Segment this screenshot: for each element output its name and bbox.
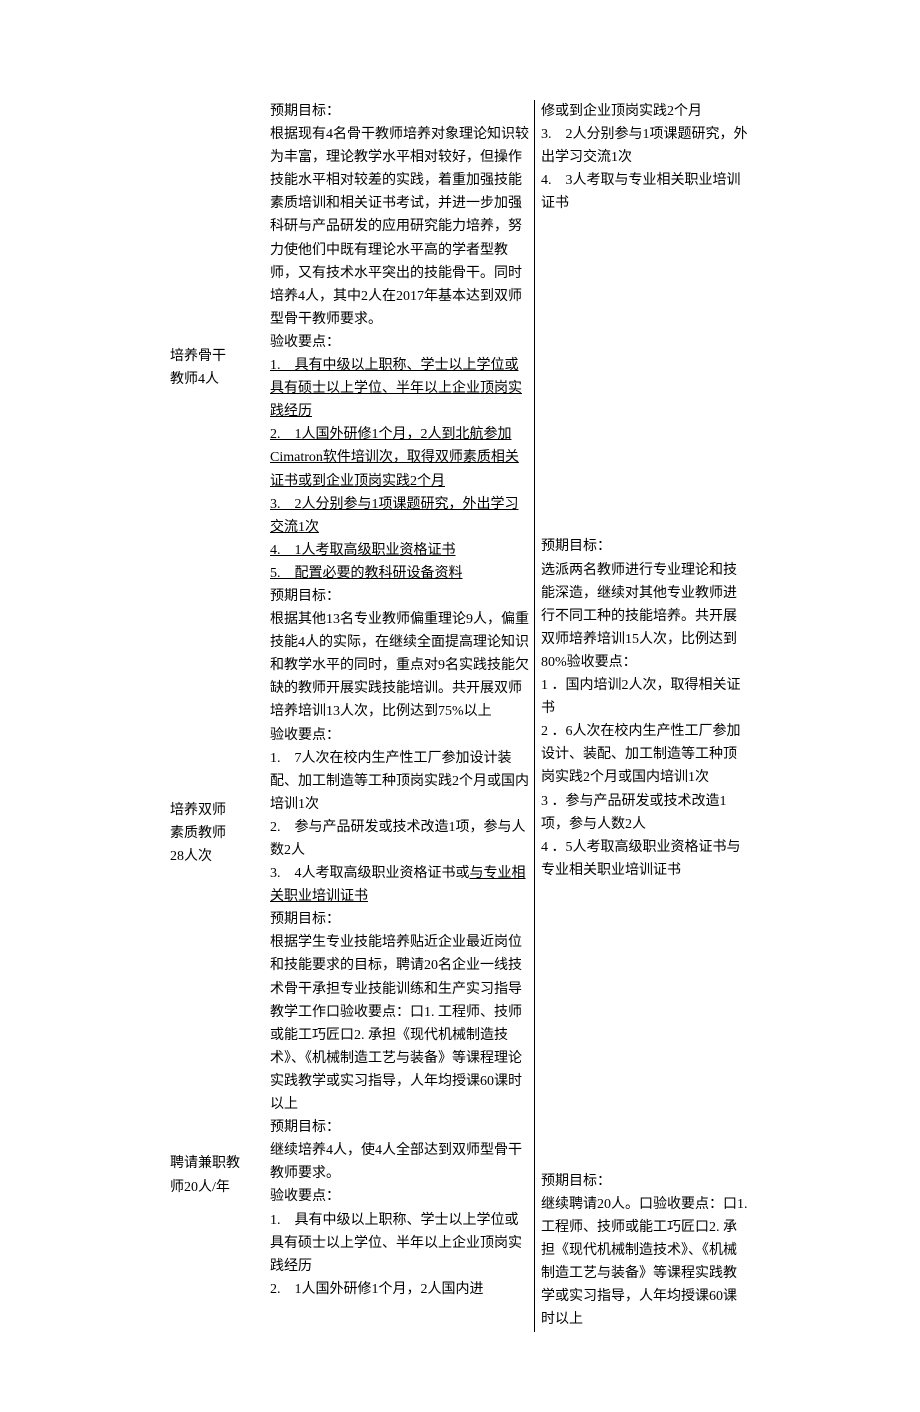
row-label-2: 培养双师 素质教师 28人次 xyxy=(170,799,264,868)
right-column: 修或到企业顶岗实践2个月 3. 2人分别参与1项课题研究，外出学习交流1次 4.… xyxy=(535,100,750,1332)
body-text: 根据其他13名专业教师偏重理论9人，偏重技能4人的实际，在继续全面提高理论知识和… xyxy=(270,608,530,723)
body-text-underline: 4. 1人考取高级职业资格证书 xyxy=(270,539,530,562)
body-text: 1. 7人次在校内生产性工厂参加设计装配、加工制造等工种顶岗实践2个月或国内培训… xyxy=(270,747,530,816)
body-text-underline: 5. 配置必要的教科研设备资料 xyxy=(270,562,530,585)
body-text: 1 ．国内培训2人次，取得相关证书 xyxy=(541,674,750,720)
body-text: 选派两名教师进行专业理论和技能深造，继续对其他专业教师进行不同工种的技能培养。共… xyxy=(541,559,750,674)
body-text: 验收要点： xyxy=(270,1185,530,1208)
row-label-3: 聘请兼职教 师20人/年 xyxy=(170,1152,264,1198)
body-text: 预期目标： xyxy=(270,585,530,608)
body-text: 3. 4人考取高级职业资格证书或与专业相关职业培训证书 xyxy=(270,862,530,908)
body-text: 预期目标： xyxy=(541,535,750,558)
body-text: 继续聘请20人。口验收要点：口1. 工程师、技师或能工巧匠口2. 承担《现代机械… xyxy=(541,1193,750,1332)
label-text: 28人次 xyxy=(170,845,264,868)
label-text: 培养双师 xyxy=(170,799,264,822)
body-text: 4. 3人考取与专业相关职业培训证书 xyxy=(541,169,750,215)
label-text: 师20人/年 xyxy=(170,1176,264,1199)
label-text: 教师4人 xyxy=(170,368,264,391)
body-text: 预期目标： xyxy=(270,1116,530,1139)
column-container: 培养骨干 教师4人 培养双师 素质教师 28人次 聘请兼职教 师20人/年 预期… xyxy=(170,100,750,1332)
body-text: 根据学生专业技能培养贴近企业最近岗位和技能要求的目标，聘请20名企业一线技术骨干… xyxy=(270,931,530,1116)
body-text: 验收要点： xyxy=(270,724,530,747)
middle-column: 预期目标： 根据现有4名骨干教师培养对象理论知识较为丰富，理论教学水平相对较好，… xyxy=(270,100,535,1332)
body-text-underline: 3. 2人分别参与1项课题研究，外出学习交流1次 xyxy=(270,493,530,539)
body-text: 3. 2人分别参与1项课题研究，外出学习交流1次 xyxy=(541,123,750,169)
body-text: 继续培养4人，使4人全部达到双师型骨干教师要求。 xyxy=(270,1139,530,1185)
body-text: 预期目标： xyxy=(541,1170,750,1193)
body-text-underline: 1. 具有中级以上职称、学士以上学位或具有硕士以上学位、半年以上企业顶岗实践经历 xyxy=(270,354,530,423)
body-text: 修或到企业顶岗实践2个月 xyxy=(541,100,750,123)
body-text: 2 ．6人次在校内生产性工厂参加设计、装配、加工制造等工种顶岗实践2个月或国内培… xyxy=(541,720,750,789)
body-text: 预期目标： xyxy=(270,908,530,931)
body-text-underline: 2. 1人国外研修1个月，2人到北航参加Cimatron软件培训次，取得双师素质… xyxy=(270,423,530,492)
body-text: 1. 具有中级以上职称、学士以上学位或具有硕士以上学位、半年以上企业顶岗实践经历 xyxy=(270,1209,530,1278)
body-text: 2. 参与产品研发或技术改造1项，参与人数2人 xyxy=(270,816,530,862)
body-text: 3 ．参与产品研发或技术改造1项，参与人数2人 xyxy=(541,790,750,836)
body-text-span: 3. 4人考取高级职业资格证书或 xyxy=(270,866,470,881)
body-text: 预期目标： xyxy=(270,100,530,123)
body-text: 4 ．5人考取高级职业资格证书与专业相关职业培训证书 xyxy=(541,836,750,882)
body-text: 验收要点： xyxy=(270,331,530,354)
label-text: 素质教师 xyxy=(170,822,264,845)
row-label-1: 培养骨干 教师4人 xyxy=(170,345,264,391)
body-text: 根据现有4名骨干教师培养对象理论知识较为丰富，理论教学水平相对较好，但操作技能水… xyxy=(270,123,530,331)
document-page: 培养骨干 教师4人 培养双师 素质教师 28人次 聘请兼职教 师20人/年 预期… xyxy=(0,0,920,1412)
label-text: 聘请兼职教 xyxy=(170,1152,264,1175)
body-text: 2. 1人国外研修1个月，2人国内进 xyxy=(270,1278,530,1301)
label-text: 培养骨干 xyxy=(170,345,264,368)
left-column: 培养骨干 教师4人 培养双师 素质教师 28人次 聘请兼职教 师20人/年 xyxy=(170,100,270,1332)
